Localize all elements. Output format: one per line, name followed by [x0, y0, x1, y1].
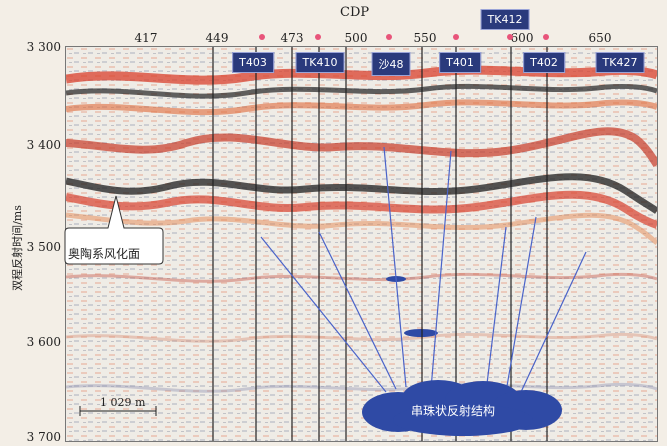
cdp-axis-title: CDP	[340, 5, 370, 20]
well-location-dot	[453, 34, 459, 40]
well-location-dot	[543, 34, 549, 40]
scale-bar-label: 1 029 m	[100, 396, 146, 409]
seismic-plot	[66, 47, 657, 441]
well-label-t401: T401	[439, 52, 481, 73]
weathering-surface-reflector	[66, 173, 657, 214]
well-label-tk427: TK427	[595, 52, 645, 73]
reflection-band	[66, 382, 657, 393]
cdp-label: 500	[344, 31, 368, 45]
reflection-band	[66, 99, 657, 116]
reflection-band	[66, 127, 657, 168]
cdp-label: 417	[134, 31, 158, 45]
unconformity-label: 奥陶系风化面	[68, 247, 141, 261]
well-location-dot	[507, 34, 513, 40]
y-tick-label: 3 500	[26, 240, 61, 254]
well-location-dot	[386, 34, 392, 40]
cdp-label: 600	[510, 31, 534, 45]
well-label-tk410: TK410	[295, 52, 345, 73]
y-tick-label: 3 700	[26, 430, 61, 444]
y-axis-label: 双程反射时间/ms	[11, 205, 24, 291]
y-tick-label: 3 600	[26, 335, 61, 349]
cdp-label: 650	[588, 31, 612, 45]
unconformity-callout-shape	[64, 195, 164, 265]
y-tick-label: 3 400	[26, 138, 61, 152]
y-tick-label: 3 300	[26, 40, 61, 54]
well-label-sha48: 沙48	[371, 52, 411, 76]
reflection-band	[66, 332, 657, 343]
well-label-t402: T402	[523, 52, 565, 73]
well-label-t403: T403	[232, 52, 274, 73]
bead-structure-label: 串珠状反射结构	[411, 404, 496, 418]
seismic-section	[65, 46, 658, 442]
bead-structure-cloud	[362, 380, 562, 436]
well-location-dot	[315, 34, 321, 40]
cdp-label: 550	[413, 31, 437, 45]
cdp-label: 449	[205, 31, 229, 45]
reflection-band	[66, 190, 657, 229]
scale-bar	[79, 406, 157, 416]
cdp-label: 473	[280, 31, 304, 45]
well-label-tk412: TK412	[480, 9, 530, 30]
bead-marker	[404, 329, 438, 337]
reflection-band	[66, 83, 657, 99]
callout-arrows	[260, 146, 587, 393]
well-location-dot	[259, 34, 265, 40]
